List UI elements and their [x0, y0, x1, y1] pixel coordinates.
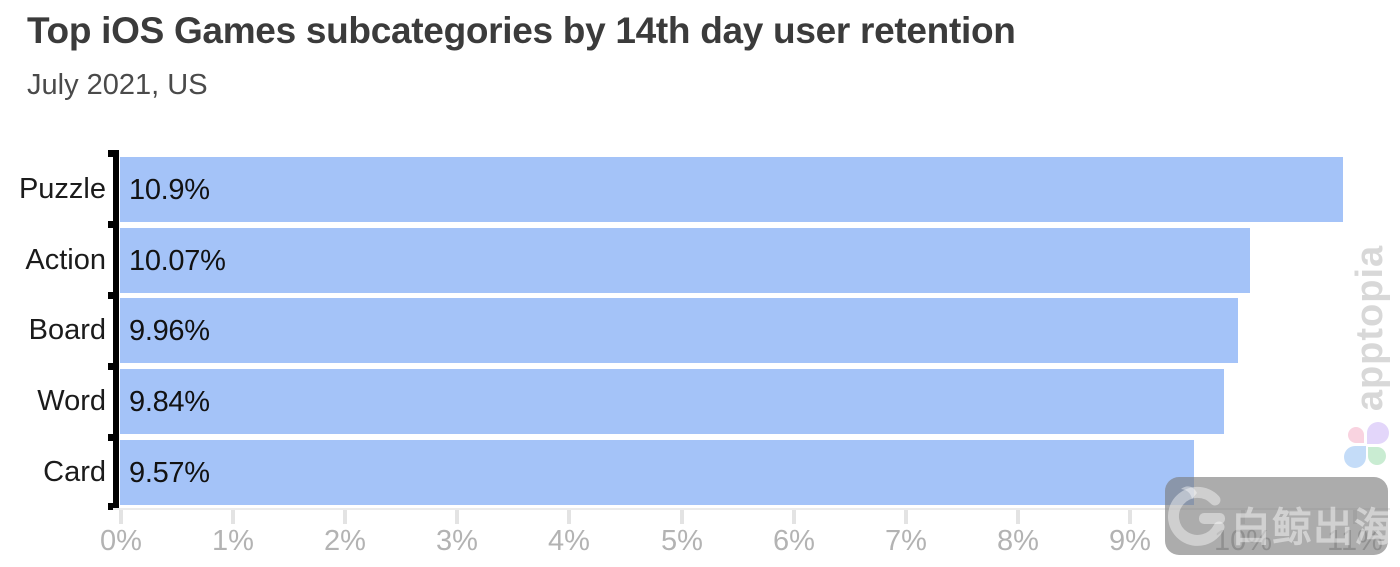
bar: 9.57% — [120, 440, 1194, 505]
y-axis-line — [113, 150, 119, 510]
x-axis-tick — [1016, 510, 1020, 524]
y-axis-tick — [108, 150, 113, 157]
x-axis-tick — [792, 510, 796, 524]
y-axis-tick — [108, 363, 113, 370]
apptopia-petal-blue-icon — [1344, 446, 1366, 468]
category-label: Word — [37, 385, 106, 417]
x-axis-tick — [455, 510, 459, 524]
chart-title: Top iOS Games subcategories by 14th day … — [27, 10, 1016, 51]
bar-value-label: 10.07% — [129, 245, 226, 277]
y-axis-tick — [108, 221, 113, 228]
x-axis-tick — [904, 510, 908, 524]
bar-value-label: 10.9% — [129, 174, 210, 206]
x-tick-label: 0% — [100, 525, 142, 557]
bar-value-label: 9.96% — [129, 315, 210, 347]
badge-brand-text: 白鲸出海 — [1231, 505, 1388, 551]
x-axis-tick — [680, 510, 684, 524]
whale-g-logo-icon — [1167, 486, 1225, 546]
y-axis-tick — [108, 503, 113, 510]
x-tick-label: 8% — [997, 525, 1039, 557]
apptopia-petal-green-icon — [1368, 447, 1386, 465]
category-label: Puzzle — [18, 173, 106, 205]
x-axis-baseline — [113, 508, 1390, 510]
x-tick-label: 5% — [661, 525, 703, 557]
apptopia-petal-lavender-icon — [1367, 422, 1389, 444]
x-axis-tick — [567, 510, 571, 524]
category-label: Card — [43, 456, 106, 488]
category-label: Action — [25, 244, 106, 276]
y-axis-tick — [108, 292, 113, 299]
x-tick-label: 7% — [885, 525, 927, 557]
x-axis-tick — [1128, 510, 1132, 524]
bar: 10.07% — [120, 228, 1250, 293]
apptopia-petal-pink-icon — [1348, 427, 1364, 443]
x-axis-tick — [343, 510, 347, 524]
x-axis-tick — [231, 510, 235, 524]
x-tick-label: 9% — [1109, 525, 1151, 557]
chart-subtitle: July 2021, US — [27, 69, 208, 101]
bar: 9.84% — [120, 369, 1224, 434]
x-tick-label: 4% — [548, 525, 590, 557]
x-axis-tick — [119, 510, 123, 524]
x-tick-label: 1% — [212, 525, 254, 557]
category-label: Board — [28, 314, 106, 346]
x-tick-label: 3% — [436, 525, 478, 557]
bar: 9.96% — [120, 298, 1238, 363]
whale-badge-watermark: 白鲸出海 — [1165, 477, 1388, 555]
bar-value-label: 9.57% — [129, 457, 210, 489]
x-tick-label: 2% — [324, 525, 366, 557]
bar: 10.9% — [120, 157, 1343, 222]
x-tick-label: 6% — [773, 525, 815, 557]
y-axis-tick — [108, 434, 113, 441]
bar-value-label: 9.84% — [129, 386, 210, 418]
apptopia-watermark-text: apptopia — [1349, 244, 1391, 412]
